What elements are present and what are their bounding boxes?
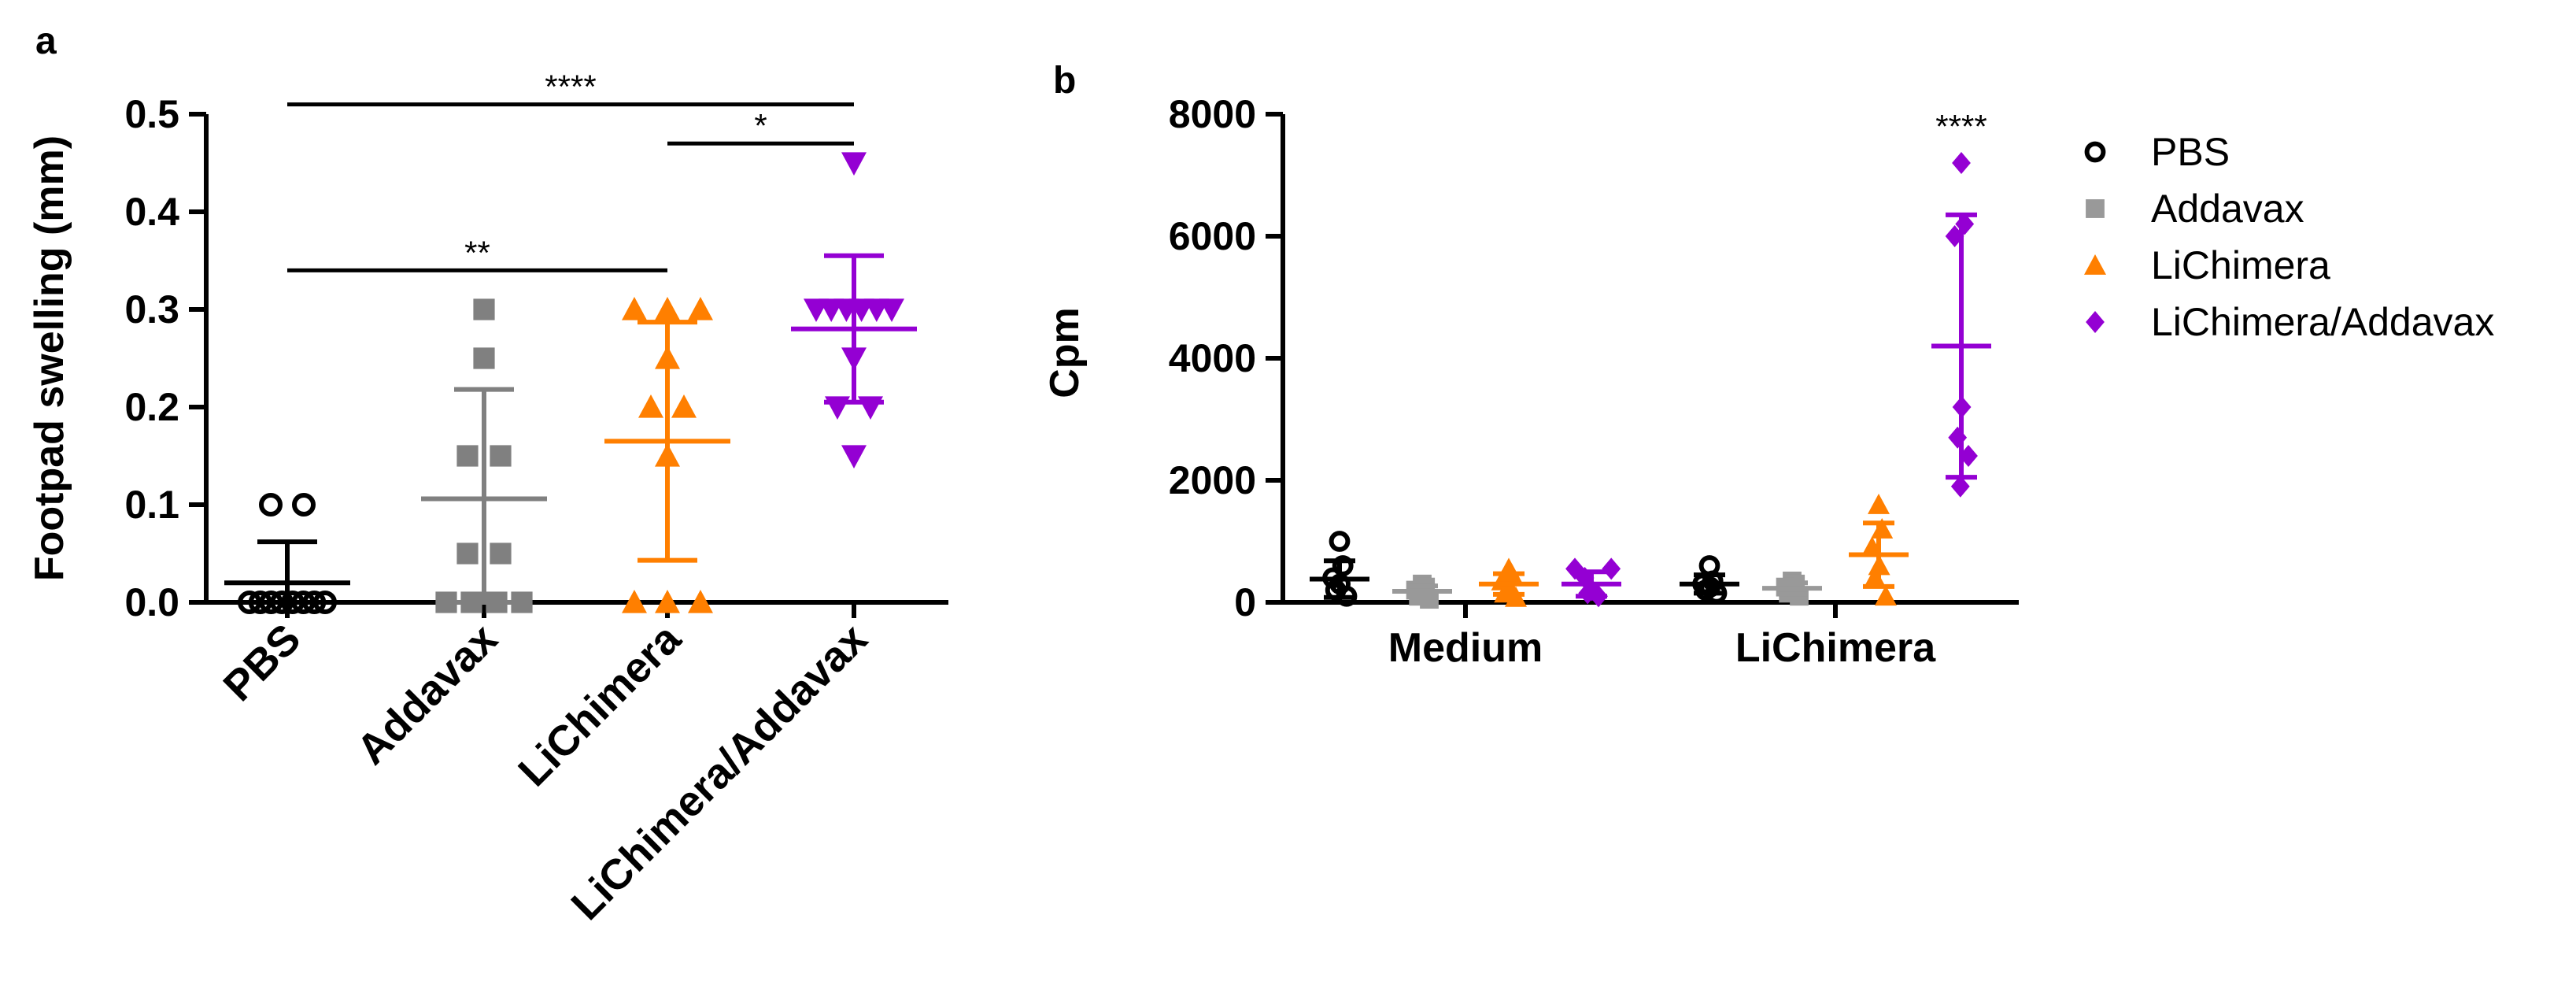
data-point <box>292 493 316 517</box>
category-label: Addavax <box>348 615 507 774</box>
data-point <box>688 590 713 613</box>
legend-marker <box>2084 141 2106 163</box>
data-point <box>1948 426 1968 449</box>
y-tick-label: 8000 <box>1169 92 1256 136</box>
panel-b: b 0 2000 4000 6000 8000 Cpm Medium LiChimera ****… <box>1042 60 2494 671</box>
data-point <box>841 152 867 176</box>
data-point <box>511 591 533 613</box>
data-point <box>1602 557 1621 580</box>
y-axis-title: Cpm <box>1042 307 1088 398</box>
data-point <box>622 590 647 613</box>
data-point <box>671 394 697 418</box>
data-point <box>473 298 495 320</box>
data-point <box>655 590 680 613</box>
y-tick-label: 4000 <box>1169 336 1256 380</box>
data-point <box>490 542 512 565</box>
data-point <box>473 347 495 369</box>
legend: PBS Addavax LiChimera LiChimera/Addavax <box>2084 130 2494 344</box>
data-point <box>841 445 867 468</box>
category-label: PBS <box>215 615 310 710</box>
panel-label-a: a <box>35 20 57 62</box>
y-tick-label: 2000 <box>1169 458 1256 502</box>
legend-label: PBS <box>2151 130 2230 174</box>
y-axis-title: Footpad swelling (mm) <box>27 135 72 581</box>
data-point <box>1578 582 1598 605</box>
significance-label: ** <box>464 234 490 271</box>
data-point <box>1868 494 1890 514</box>
significance-label: **** <box>545 69 596 106</box>
y-tick-label: 0 <box>1234 580 1256 624</box>
data-point <box>1875 585 1897 606</box>
legend-label: LiChimera/Addavax <box>2151 300 2494 344</box>
panel-a: a 0.0 0.1 0.2 0.3 0.4 0.5 Footpad swelling (mm)… <box>27 20 948 929</box>
group-label: LiChimera <box>1735 625 1936 671</box>
data-point <box>1952 152 1971 174</box>
group-label: Medium <box>1388 625 1543 671</box>
data-point <box>435 591 457 613</box>
data-point <box>490 445 512 467</box>
y-tick-label: 0.3 <box>124 287 179 331</box>
data-point <box>1959 445 1978 467</box>
legend-marker <box>2086 311 2105 333</box>
panel-label-b: b <box>1053 60 1076 102</box>
y-tick-label: 6000 <box>1169 214 1256 258</box>
y-tick-label: 0.2 <box>124 385 179 429</box>
category-label: LiChimera <box>509 614 690 795</box>
y-tick-label: 0.4 <box>124 190 179 234</box>
data-point <box>879 298 904 322</box>
significance-label: **** <box>1935 108 1987 145</box>
data-point <box>638 394 663 418</box>
y-tick-label: 0.5 <box>124 92 179 136</box>
significance-label: * <box>754 107 767 144</box>
data-point <box>1950 475 1970 498</box>
data-point <box>456 445 479 467</box>
data-point <box>622 297 647 320</box>
legend-label: LiChimera <box>2151 243 2330 287</box>
data-point <box>688 297 713 320</box>
data-point <box>1575 567 1595 589</box>
legend-marker <box>2084 254 2106 275</box>
y-tick-label: 0.0 <box>124 580 179 624</box>
data-point <box>655 297 680 320</box>
legend-marker <box>2086 199 2105 218</box>
data-point <box>456 542 479 565</box>
data-point <box>259 493 283 517</box>
y-tick-label: 0.1 <box>124 483 179 527</box>
legend-label: Addavax <box>2151 187 2304 231</box>
data-point <box>1329 531 1351 552</box>
